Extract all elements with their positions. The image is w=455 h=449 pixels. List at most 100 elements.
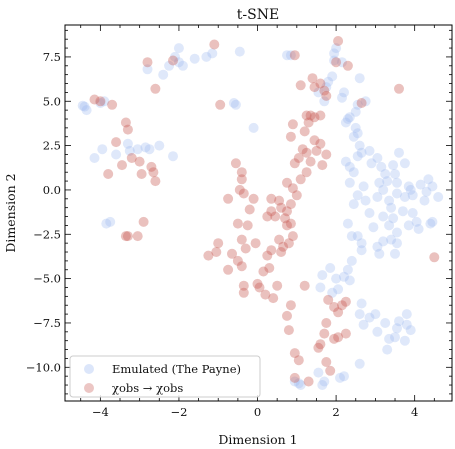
point-observed-116	[329, 302, 340, 312]
point-observed-47	[258, 266, 269, 277]
point-emulated-40	[329, 48, 340, 59]
point-observed-110	[303, 376, 314, 387]
point-observed-121	[329, 333, 340, 344]
point-observed-67	[287, 183, 298, 194]
point-emulated-12	[144, 144, 155, 155]
point-emulated-4	[99, 96, 110, 107]
point-observed-120	[333, 332, 344, 343]
point-observed-91	[303, 117, 314, 128]
point-observed-123	[321, 357, 332, 367]
x-tick-label: −2	[170, 405, 187, 419]
point-observed-109	[289, 372, 300, 383]
point-observed-126	[266, 193, 277, 204]
point-observed-85	[321, 90, 332, 101]
legend-frame	[69, 355, 261, 398]
x-tick-label: 4	[411, 405, 418, 419]
point-emulated-22	[177, 60, 188, 71]
point-emulated-79	[407, 190, 418, 201]
point-observed-45	[252, 278, 263, 289]
point-emulated-89	[425, 218, 436, 229]
point-observed-35	[236, 261, 247, 272]
point-emulated-0	[79, 101, 90, 112]
point-observed-48	[264, 263, 275, 273]
point-observed-15	[120, 231, 131, 242]
point-emulated-145	[313, 367, 324, 378]
point-emulated-141	[382, 344, 393, 355]
plot-frame	[64, 24, 453, 402]
point-emulated-69	[384, 195, 395, 206]
point-emulated-122	[374, 248, 385, 259]
point-observed-93	[315, 138, 326, 149]
point-emulated-106	[342, 218, 353, 229]
point-observed-82	[295, 80, 306, 91]
point-emulated-67	[378, 184, 389, 195]
point-emulated-6	[97, 144, 108, 155]
point-emulated-34	[313, 87, 324, 98]
point-emulated-136	[401, 309, 412, 320]
point-emulated-123	[386, 234, 397, 245]
point-observed-92	[309, 135, 320, 146]
point-emulated-112	[342, 264, 353, 275]
point-emulated-28	[230, 99, 241, 110]
point-emulated-7	[111, 149, 122, 160]
point-observed-111	[313, 342, 324, 353]
point-observed-97	[285, 199, 296, 210]
point-emulated-126	[356, 298, 367, 309]
ticks-layer: −4 −2 0 2 4 −10.0 −7.5 −5.0 −2.5 0.0 2.5 5.0 7.5	[26, 25, 452, 419]
point-emulated-92	[397, 206, 408, 217]
point-observed-95	[321, 149, 332, 160]
point-observed-8	[126, 153, 137, 163]
point-observed-16	[122, 231, 133, 242]
point-observed-4	[122, 124, 133, 135]
point-emulated-116	[325, 263, 336, 273]
point-emulated-33	[321, 82, 332, 93]
point-emulated-139	[399, 335, 410, 346]
point-emulated-114	[339, 271, 349, 282]
point-emulated-113	[344, 275, 355, 286]
y-axis-label: Dimension 2	[3, 173, 18, 252]
point-emulated-98	[378, 236, 389, 247]
point-emulated-18	[164, 60, 175, 71]
point-emulated-16	[105, 216, 116, 227]
point-observed-42	[250, 238, 261, 249]
point-observed-17	[132, 231, 143, 242]
point-emulated-130	[370, 309, 381, 320]
point-emulated-118	[315, 282, 326, 293]
point-observed-38	[211, 247, 222, 257]
point-observed-29	[248, 193, 259, 204]
point-observed-5	[111, 137, 122, 148]
point-emulated-27	[228, 98, 239, 108]
point-emulated-110	[356, 245, 367, 256]
point-observed-119	[340, 296, 351, 307]
point-emulated-132	[380, 318, 391, 328]
point-emulated-84	[419, 195, 430, 206]
point-emulated-39	[331, 43, 342, 54]
point-emulated-115	[331, 273, 342, 284]
point-observed-112	[315, 339, 326, 350]
point-emulated-1	[81, 105, 92, 116]
point-observed-125	[429, 252, 440, 263]
point-observed-40	[227, 248, 237, 259]
point-emulated-70	[388, 160, 399, 171]
point-observed-7	[117, 160, 127, 171]
point-emulated-2	[77, 100, 88, 111]
y-tick-label: 5.0	[43, 94, 61, 108]
point-observed-28	[238, 188, 249, 199]
point-observed-1	[95, 96, 106, 107]
point-emulated-49	[352, 128, 363, 139]
point-observed-106	[283, 325, 294, 336]
point-emulated-124	[392, 238, 402, 249]
point-emulated-64	[380, 169, 391, 179]
point-emulated-120	[333, 284, 344, 295]
point-emulated-144	[335, 372, 345, 383]
point-observed-117	[333, 307, 344, 318]
point-observed-2	[107, 99, 118, 110]
point-emulated-109	[356, 238, 367, 249]
point-emulated-37	[327, 71, 338, 82]
point-observed-60	[274, 234, 285, 245]
point-emulated-54	[340, 156, 351, 167]
point-emulated-43	[339, 87, 349, 98]
legend-label-observed: χobs → χobs	[112, 381, 183, 395]
point-observed-105	[282, 310, 292, 321]
point-emulated-14	[168, 151, 178, 162]
